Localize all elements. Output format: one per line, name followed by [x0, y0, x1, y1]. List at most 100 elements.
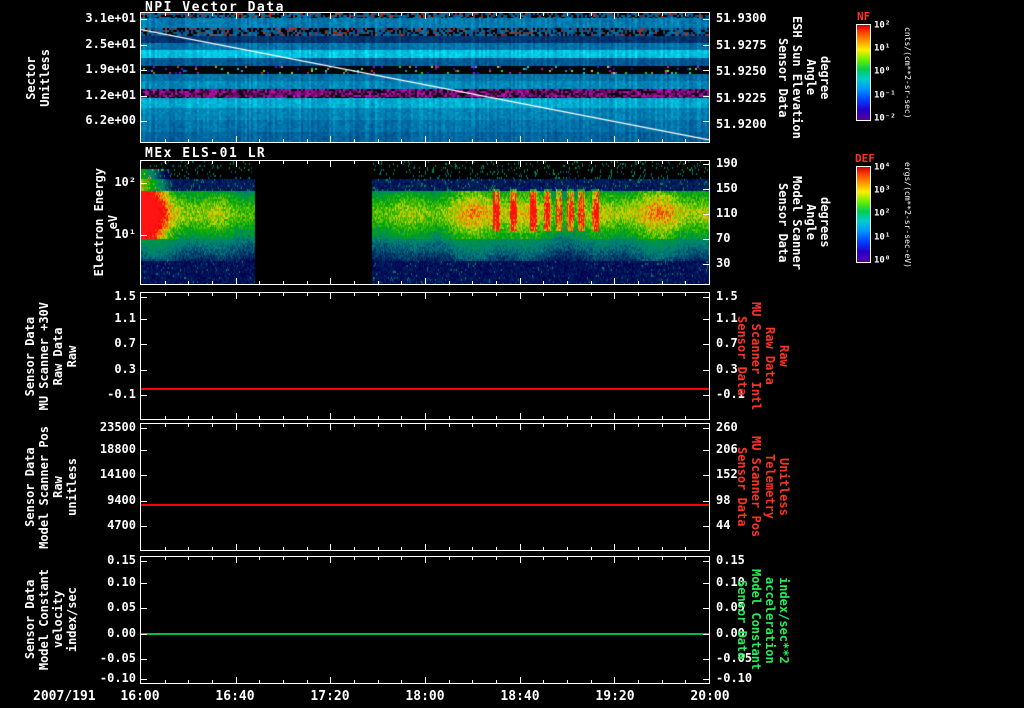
tick-mark [496, 416, 497, 419]
tick-mark [614, 293, 615, 299]
tick-mark [188, 680, 189, 683]
tick-mark [567, 293, 568, 296]
tick-mark [703, 96, 709, 97]
tick-label: 0.3 [716, 362, 738, 376]
tick-label: 152 [716, 467, 738, 481]
tick-mark [141, 370, 147, 371]
tick-label: 10² [114, 175, 136, 189]
tick-label: 14100 [99, 467, 136, 481]
tick-mark [141, 297, 147, 298]
tick-mark [259, 424, 260, 427]
npi-spectrogram-panel [140, 12, 710, 143]
tick-mark [449, 139, 450, 142]
tick-label: 3.1e+01 [85, 11, 136, 25]
tick-mark [703, 501, 709, 502]
tick-mark [330, 413, 331, 419]
tick-mark [591, 547, 592, 550]
tick-label: 0.05 [716, 600, 745, 614]
tick-mark [543, 680, 544, 683]
tick-mark [141, 450, 147, 451]
tick-mark [283, 281, 284, 284]
tick-mark [165, 139, 166, 142]
tick-mark [378, 293, 379, 296]
scanpos-left-axis-labels: 23500 18800 14100 9400 4700 [70, 421, 136, 551]
tick-label: 16:00 [120, 689, 160, 704]
tick-mark [212, 281, 213, 284]
tick-mark [283, 416, 284, 419]
tick-mark [449, 424, 450, 427]
tick-mark [703, 475, 709, 476]
tick-mark [614, 424, 615, 430]
tick-mark [165, 281, 166, 284]
axis-title-line: Unitless [38, 48, 52, 107]
tick-label: 1.9e+01 [85, 62, 136, 76]
axis-title-line: MU Scanner +30V [37, 301, 51, 411]
tick-mark [283, 139, 284, 142]
npi-spectrogram-canvas [141, 13, 709, 142]
tick-mark [141, 45, 147, 46]
tick-mark [703, 428, 709, 429]
tick-mark [354, 13, 355, 16]
tick-mark [638, 293, 639, 296]
tick-mark [496, 161, 497, 164]
tick-label: -0.1 [716, 387, 745, 401]
tick-mark [212, 139, 213, 142]
tick-label: 150 [716, 181, 738, 195]
tick-mark [236, 544, 237, 550]
tick-mark [425, 677, 426, 683]
colorbar-units-text: ergs/(cm**2-sr-sec-eV) [903, 162, 912, 268]
tick-label: 98 [716, 493, 731, 507]
tick-mark [141, 501, 147, 502]
tick-mark [212, 424, 213, 427]
tick-mark [141, 96, 147, 97]
tick-mark [496, 424, 497, 427]
nf-colorbar-labels: 10² 10¹ 10⁰ 10⁻¹ 10⁻² [874, 21, 904, 123]
tick-mark [449, 161, 450, 164]
tick-mark [472, 557, 473, 560]
axis-title-line: degree [818, 55, 832, 100]
tick-label: 206 [716, 442, 738, 456]
tick-label: 0.05 [107, 600, 136, 614]
tick-mark [703, 264, 709, 265]
tick-mark [212, 13, 213, 16]
tick-mark [520, 544, 521, 550]
tick-mark [638, 281, 639, 284]
tick-mark [591, 139, 592, 142]
npi-right-axis-labels: 51.9300 51.9275 51.9250 51.9225 51.9200 [716, 12, 776, 143]
tick-label: 0.00 [107, 626, 136, 640]
axis-title-line: eV [106, 215, 120, 230]
tick-label: 1.1 [716, 311, 738, 325]
tick-mark [496, 557, 497, 560]
tick-mark [662, 424, 663, 427]
tick-mark [165, 424, 166, 427]
tick-mark [212, 293, 213, 296]
tick-mark [283, 547, 284, 550]
els-left-axis-title: Electron Energy eV [86, 160, 126, 285]
tick-mark [236, 557, 237, 563]
tick-mark [307, 281, 308, 284]
tick-mark [543, 13, 544, 16]
tick-mark [378, 424, 379, 427]
tick-mark [188, 293, 189, 296]
tick-mark [212, 557, 213, 560]
tick-mark [449, 416, 450, 419]
tick-label: 0.10 [716, 575, 745, 589]
tick-mark [685, 680, 686, 683]
tick-mark [307, 161, 308, 164]
tick-mark [236, 278, 237, 284]
tick-mark [662, 416, 663, 419]
tick-mark [496, 680, 497, 683]
tick-label: 1.5 [114, 289, 136, 303]
tick-mark [425, 293, 426, 299]
tick-mark [638, 416, 639, 419]
tick-mark [141, 428, 147, 429]
tick-label: 18800 [99, 442, 136, 456]
tick-mark [354, 139, 355, 142]
tick-mark [425, 544, 426, 550]
tick-mark [591, 680, 592, 683]
axis-title-line: Unitless [777, 458, 791, 516]
tick-mark [638, 557, 639, 560]
tick-label: 10⁴ [874, 162, 891, 173]
tick-mark [685, 293, 686, 296]
npi-left-axis-labels: 3.1e+01 2.5e+01 1.9e+01 1.2e+01 6.2e+00 [70, 12, 136, 143]
